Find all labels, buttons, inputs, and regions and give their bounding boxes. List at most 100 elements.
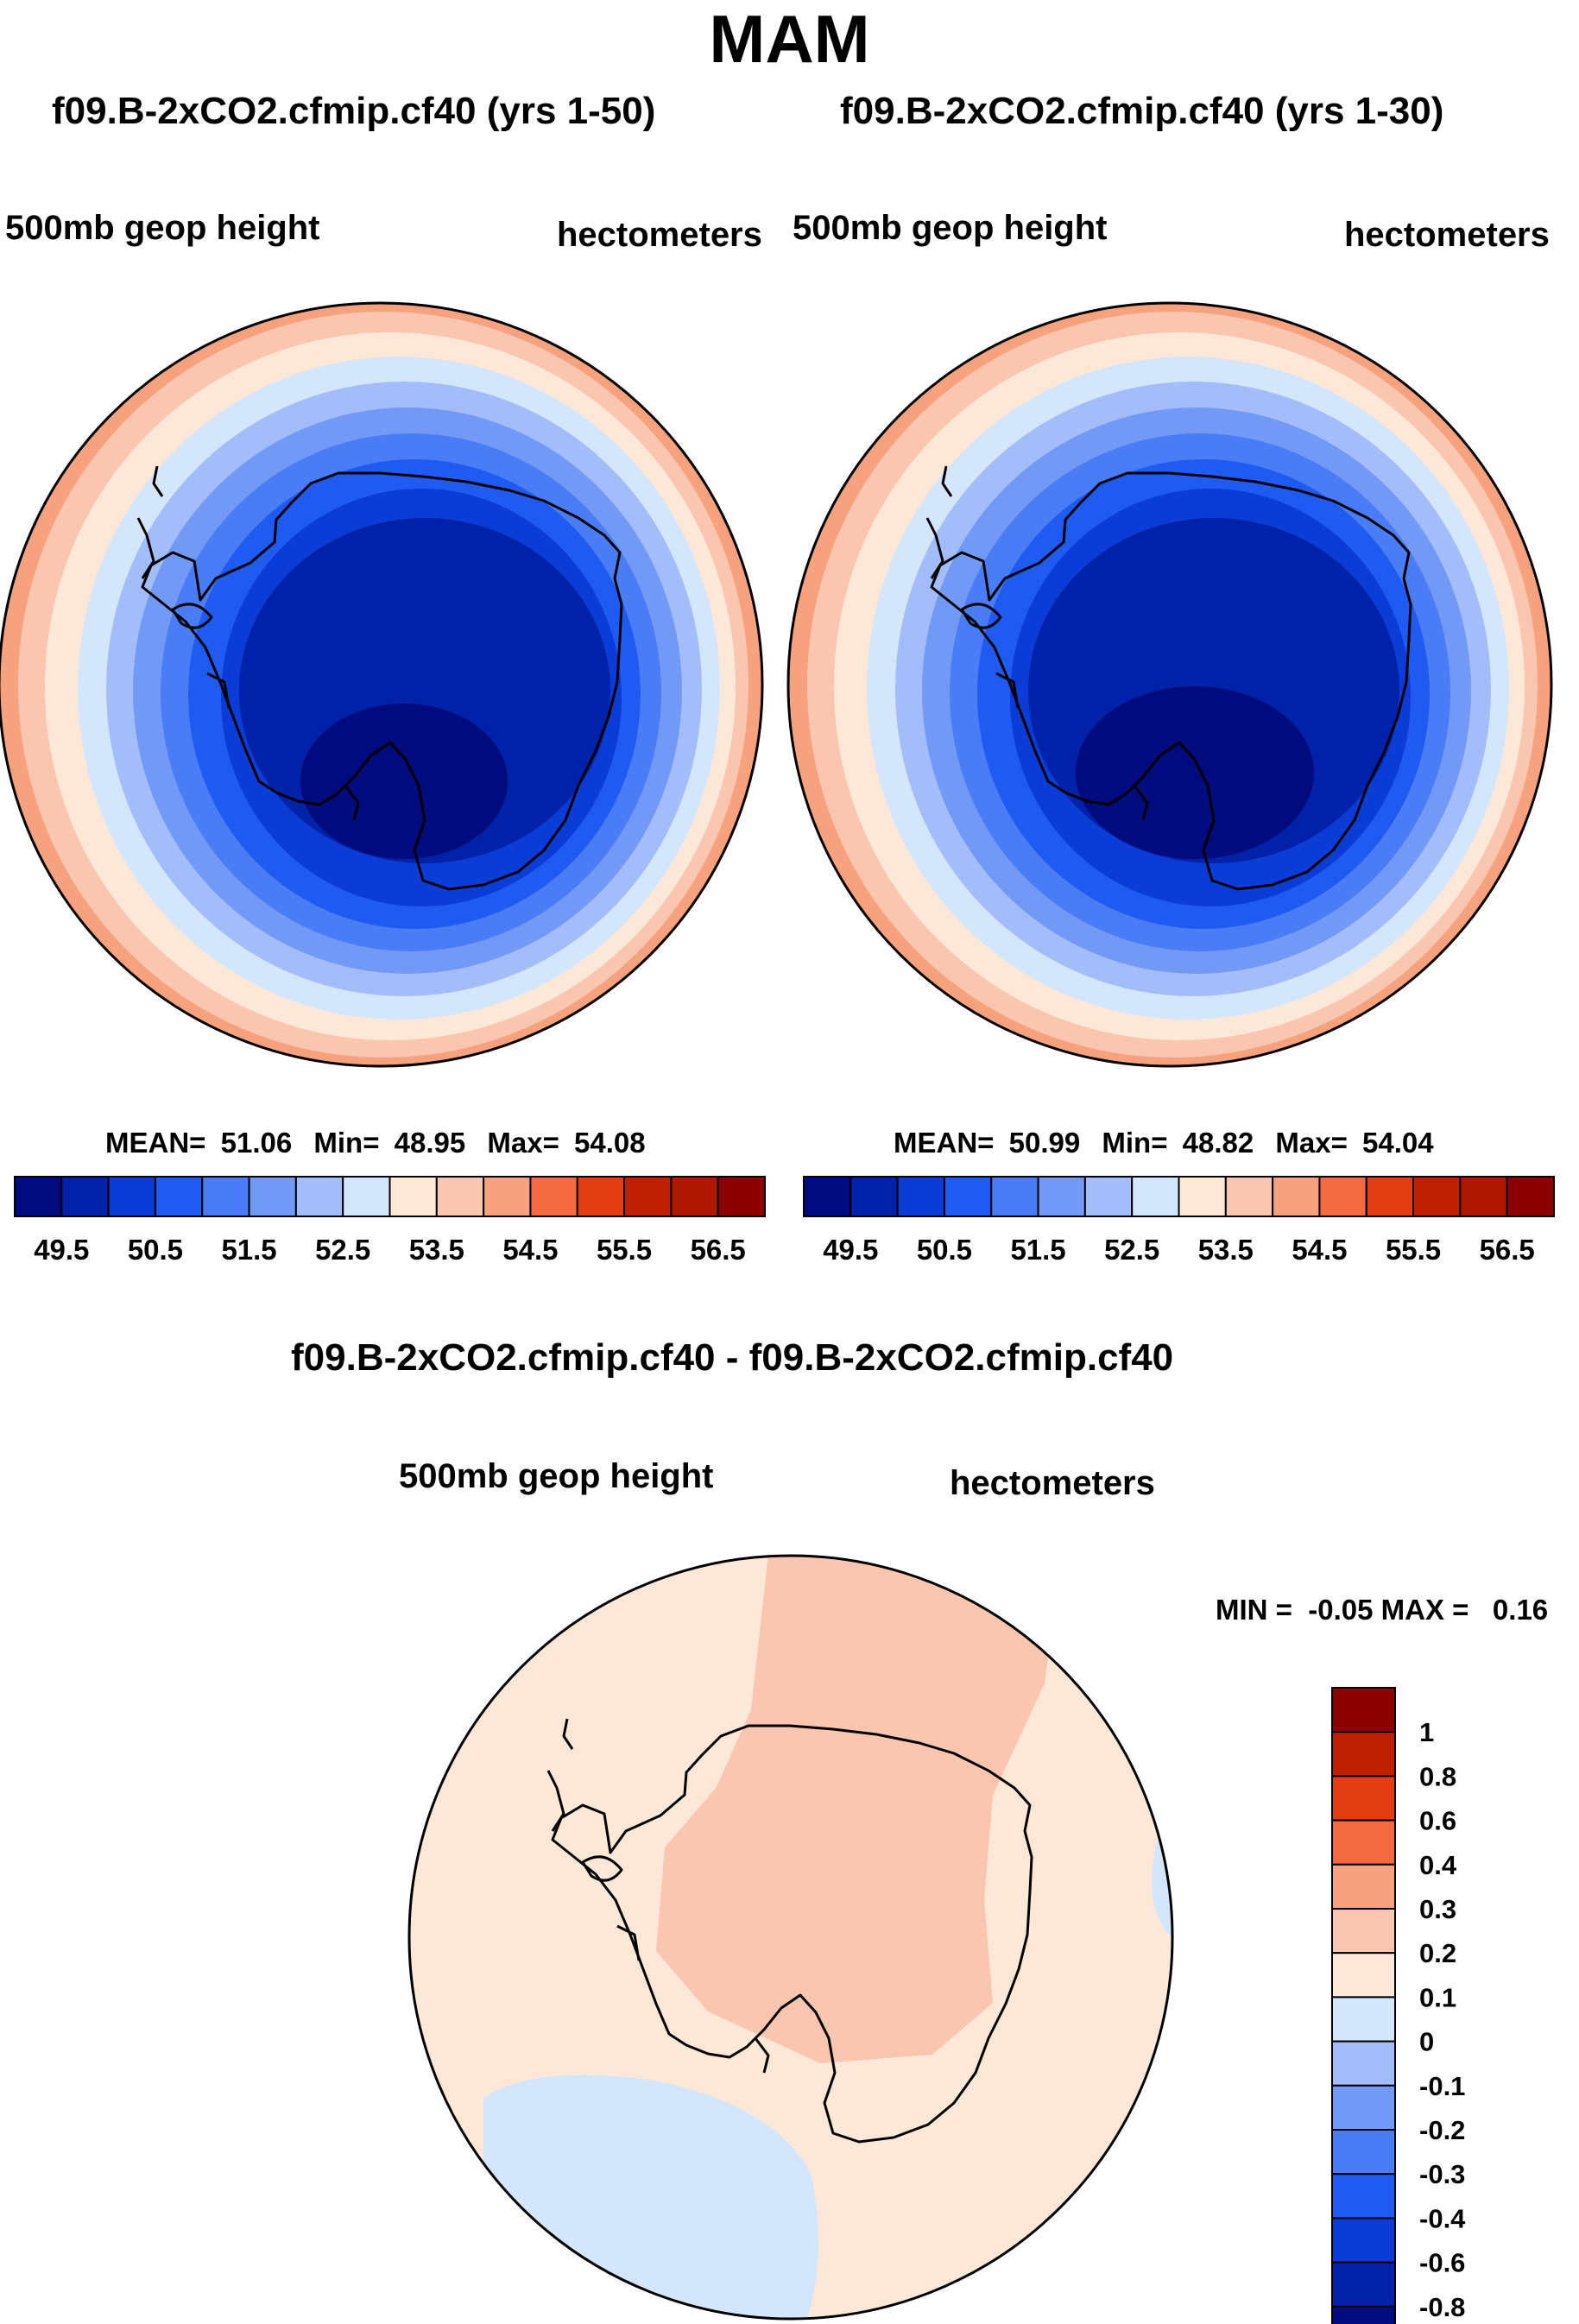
diff-stats-label: MIN = -0.05 MAX = 0.16 (1216, 1594, 1549, 1626)
panel2-colorbar-swatch (1131, 1176, 1180, 1217)
panel2-colorbar-label: 50.5 (917, 1234, 972, 1266)
page-title: MAM (709, 1, 870, 77)
diff-variable-label: 500mb geop height (399, 1457, 714, 1495)
panel1-min-label: Min= (313, 1127, 380, 1159)
panel1-colorbar: 49.5 50.5 51.5 52.5 53.5 54.5 55.5 56.5 (14, 1176, 766, 1266)
panel1-stats: MEAN= 51.06 Min= 48.95 Max= 54.08 (105, 1127, 646, 1159)
panel1-colorbar-label: 49.5 (34, 1234, 89, 1266)
panel2-colorbar-swatch (1459, 1176, 1508, 1217)
panel2-colorbar-swatch (1412, 1176, 1462, 1217)
diff-units-label: hectometers (950, 1464, 1155, 1502)
diff-colorbar-label: -0.1 (1419, 2071, 1465, 2101)
panel2-colorbar-swatch (943, 1176, 993, 1217)
diff-colorbar-swatch (1331, 1908, 1396, 1955)
panel2-colorbar: 49.5 50.5 51.5 52.5 53.5 54.5 55.5 56.5 (803, 1176, 1555, 1266)
diff-colorbar-swatch (1331, 1952, 1396, 1999)
diff-colorbar-label: 0.1 (1419, 1982, 1456, 2012)
panel1-colorbar-label: 50.5 (128, 1234, 183, 1266)
diff-colorbar: 1 0.8 0.6 0.4 0.3 0.2 0.1 0 -0.1 -0.2 -0.3 -0.4 -0.6… (1331, 1687, 1466, 2324)
diff-colorbar-label: 0.2 (1419, 1938, 1456, 1968)
panel1-colorbar-label: 52.5 (315, 1234, 370, 1266)
panel2-colorbar-label: 52.5 (1104, 1234, 1159, 1266)
panel1-mean-label: MEAN= (105, 1127, 206, 1159)
panel1-colorbar-swatch (342, 1176, 391, 1217)
diff-colorbar-label: -0.3 (1419, 2159, 1465, 2189)
panel2-colorbar-label: 56.5 (1480, 1234, 1535, 1266)
diff-case-title: f09.B-2xCO2.cfmip.cf40 - f09.B-2xCO2.cfm… (291, 1336, 1174, 1379)
diff-colorbar-swatch (1331, 1775, 1396, 1822)
panel2-min-value: 48.82 (1182, 1127, 1254, 1159)
diff-colorbar-swatch (1331, 1731, 1396, 1778)
panel2-colorbar-swatch (1224, 1176, 1274, 1217)
panel2-max-value: 54.04 (1362, 1127, 1434, 1159)
panel1-colorbar-swatch (717, 1176, 766, 1217)
panel1-colorbar-label: 51.5 (221, 1234, 276, 1266)
panel2-colorbar-label: 55.5 (1386, 1234, 1441, 1266)
panel1-colorbar-swatch (623, 1176, 673, 1217)
panel1-max-value: 54.08 (574, 1127, 646, 1159)
panel2-variable-label: 500mb geop height (793, 209, 1108, 247)
diff-colorbar-label: 1 (1419, 1717, 1434, 1747)
panel1-colorbar-swatch (107, 1176, 156, 1217)
diff-map (407, 1554, 1174, 2321)
diff-colorbar-label: 0.6 (1419, 1806, 1456, 1836)
panel1-map (0, 301, 764, 1068)
panel2-colorbar-label: 53.5 (1198, 1234, 1254, 1266)
panel2-mean-label: MEAN= (894, 1127, 995, 1159)
panel2-map (786, 301, 1553, 1068)
panel1-colorbar-swatch (294, 1176, 344, 1217)
panel2-colorbar-swatch (1506, 1176, 1555, 1217)
diff-colorbar-label: 0.8 (1419, 1761, 1456, 1791)
diff-colorbar-swatch (1331, 1863, 1396, 1910)
panel1-colorbar-swatch (670, 1176, 719, 1217)
panel1-case-title: f09.B-2xCO2.cfmip.cf40 (yrs 1-50) (52, 90, 656, 132)
diff-colorbar-swatch (1331, 1819, 1396, 1866)
panel2-colorbar-swatch (1037, 1176, 1086, 1217)
panel1-colorbar-swatch (388, 1176, 438, 1217)
panel1-min-value: 48.95 (394, 1127, 466, 1159)
panel1-colorbar-swatch (60, 1176, 110, 1217)
panel1-colorbar-label: 53.5 (409, 1234, 464, 1266)
panel1-colorbar-swatch (201, 1176, 250, 1217)
panel2-colorbar-swatch (1178, 1176, 1227, 1217)
panel1-colorbar-label: 56.5 (691, 1234, 746, 1266)
panel2-stats: MEAN= 50.99 Min= 48.82 Max= 54.04 (894, 1127, 1434, 1159)
panel2-colorbar-swatch (896, 1176, 945, 1217)
panel2-mean-value: 50.99 (1008, 1127, 1081, 1159)
diff-colorbar-swatch (1331, 2305, 1396, 2324)
diff-colorbar-swatch (1331, 2084, 1396, 2131)
panel2-colorbar-swatch (1365, 1176, 1415, 1217)
panel2-colorbar-label: 51.5 (1010, 1234, 1065, 1266)
panel2-colorbar-label: 49.5 (823, 1234, 878, 1266)
panel2-colorbar-swatch (1083, 1176, 1134, 1217)
panel1-colorbar-swatch (14, 1176, 63, 1217)
panel2-case-title: f09.B-2xCO2.cfmip.cf40 (yrs 1-30) (840, 90, 1444, 132)
panel2-colorbar-swatch (850, 1176, 899, 1217)
panel1-colorbar-swatch (576, 1176, 626, 1217)
panel2-max-label: Max= (1275, 1127, 1348, 1159)
panel2-colorbar-swatch (803, 1176, 852, 1217)
diff-colorbar-label: 0.4 (1419, 1850, 1457, 1880)
diff-colorbar-swatch (1331, 2129, 1396, 2176)
diff-colorbar-swatch (1331, 2173, 1396, 2220)
panel2-colorbar-swatch (990, 1176, 1039, 1217)
diff-colorbar-swatch (1331, 1687, 1396, 1734)
diff-colorbar-swatch (1331, 2217, 1396, 2264)
diff-colorbar-label: 0 (1419, 2027, 1434, 2057)
panel1-units-label: hectometers (557, 216, 762, 254)
diff-colorbar-swatch (1331, 1996, 1396, 2043)
diff-colorbar-label: 0.3 (1419, 1894, 1456, 1924)
panel1-colorbar-label: 54.5 (502, 1234, 558, 1266)
panel2-colorbar-label: 54.5 (1292, 1234, 1347, 1266)
panel2-units-label: hectometers (1344, 216, 1550, 254)
panel2-colorbar-swatch (1318, 1176, 1367, 1217)
diff-colorbar-swatch (1331, 2040, 1396, 2087)
diff-colorbar-swatch (1331, 2261, 1396, 2308)
panel1-colorbar-label: 55.5 (597, 1234, 652, 1266)
panel1-max-label: Max= (487, 1127, 559, 1159)
panel1-variable-label: 500mb geop height (5, 209, 320, 247)
panel1-colorbar-swatch (483, 1176, 532, 1217)
diff-colorbar-label: -0.6 (1419, 2248, 1465, 2278)
diff-colorbar-label: -0.4 (1419, 2203, 1466, 2233)
